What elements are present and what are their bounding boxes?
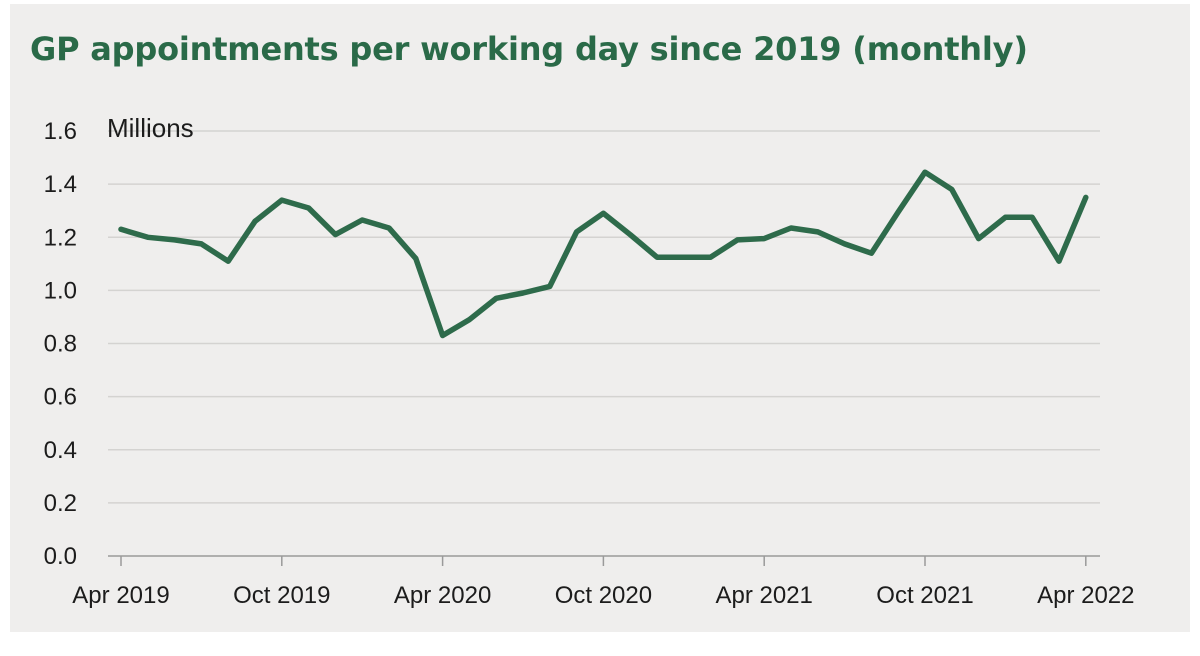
y-axis-tick-labels: 0.0 0.2 0.4 0.6 0.8 1.0 1.2 1.4 1.6: [44, 118, 77, 570]
series-layer: [118, 169, 1089, 339]
data-point: [628, 233, 632, 237]
data-point: [816, 230, 820, 234]
data-point: [709, 255, 713, 259]
data-point: [199, 242, 203, 246]
x-tick-label: Oct 2019: [233, 582, 330, 609]
x-axis: [108, 555, 1100, 566]
data-point: [1003, 215, 1007, 219]
grid-lines: [108, 130, 1100, 504]
data-point: [548, 284, 552, 288]
data-point: [735, 238, 739, 242]
data-point: [896, 210, 900, 214]
data-point: [467, 318, 471, 322]
x-tick-label: Apr 2020: [394, 582, 491, 609]
data-point: [923, 170, 927, 174]
data-point: [601, 211, 605, 215]
y-axis-unit-label: Millions: [107, 113, 194, 143]
data-point: [682, 255, 686, 259]
data-point: [843, 242, 847, 246]
x-tick-label: Apr 2022: [1037, 582, 1134, 609]
data-point: [1030, 215, 1034, 219]
y-tick-label: 0.4: [44, 437, 77, 464]
data-point: [655, 255, 659, 259]
chart-panel: [10, 4, 1190, 632]
data-point: [414, 257, 418, 261]
y-tick-label: 0.2: [44, 490, 77, 517]
data-point: [950, 187, 954, 191]
y-tick-label: 0.8: [44, 331, 77, 358]
data-point: [521, 291, 525, 295]
data-point: [977, 237, 981, 241]
data-point: [575, 230, 579, 234]
x-tick-label: Oct 2021: [876, 582, 973, 609]
y-tick-label: 1.4: [44, 171, 77, 198]
series-line: [118, 169, 1089, 339]
x-tick-label: Apr 2021: [715, 582, 812, 609]
data-point: [441, 334, 445, 338]
data-point: [280, 198, 284, 202]
x-tick-label: Oct 2020: [555, 582, 652, 609]
data-point: [494, 296, 498, 300]
data-point: [333, 233, 337, 237]
x-axis-tick-labels: Apr 2019 Oct 2019 Apr 2020 Oct 2020 Apr 2021…: [72, 582, 1134, 609]
data-point: [1057, 259, 1061, 263]
data-point: [387, 226, 391, 230]
data-point: [360, 218, 364, 222]
data-point: [253, 219, 257, 223]
data-point: [119, 227, 123, 231]
data-point: [869, 251, 873, 255]
y-tick-label: 0.6: [44, 384, 77, 411]
data-point: [146, 235, 150, 239]
data-point: [307, 206, 311, 210]
x-tick-label: Apr 2019: [72, 582, 169, 609]
data-point: [173, 238, 177, 242]
y-tick-label: 1.0: [44, 277, 77, 304]
data-point: [1084, 195, 1088, 199]
chart-title: GP appointments per working day since 20…: [30, 30, 1028, 68]
data-point: [226, 259, 230, 263]
y-tick-label: 1.2: [44, 224, 77, 251]
data-point: [789, 226, 793, 230]
data-point: [762, 237, 766, 241]
y-tick-label: 0.0: [44, 543, 77, 570]
y-tick-label: 1.6: [44, 118, 77, 145]
